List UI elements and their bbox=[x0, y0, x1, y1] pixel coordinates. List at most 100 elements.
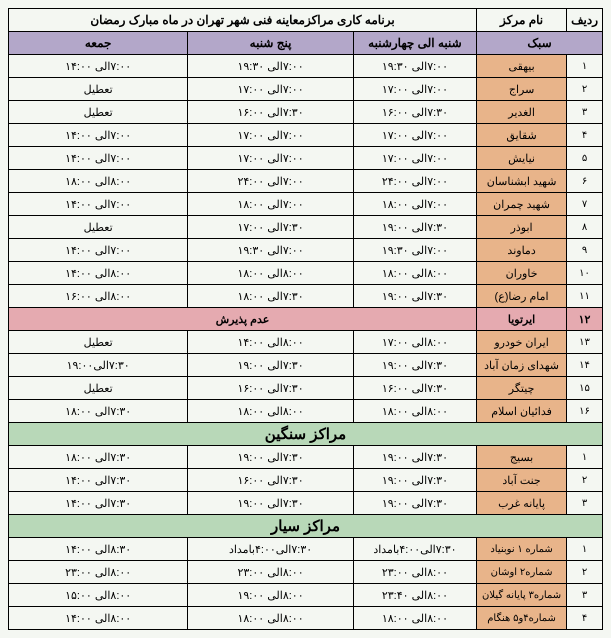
sched-thu: ۷:۰۰الی ۱۸:۰۰ bbox=[188, 193, 354, 216]
hdr-name: نام مرکز bbox=[477, 9, 567, 32]
row-n: ۶ bbox=[567, 170, 603, 193]
row-n: ۲ bbox=[567, 561, 603, 584]
row-n: ۱۲ bbox=[567, 308, 603, 331]
sched-fri: تعطیل bbox=[9, 78, 188, 101]
center-name: شهید ابشناسان bbox=[477, 170, 567, 193]
row-n: ۳ bbox=[567, 492, 603, 515]
center-name: امام رضا(ع) bbox=[477, 285, 567, 308]
section-heavy: مراکز سنگین bbox=[9, 423, 603, 446]
sched-fri: ۸:۳۰الی ۱۴:۰۰ bbox=[9, 538, 188, 561]
sched-thu: ۷:۰۰الی ۱۹:۳۰ bbox=[188, 55, 354, 78]
row-n: ۱۶ bbox=[567, 400, 603, 423]
center-name: شهید چمران bbox=[477, 193, 567, 216]
center-name: الغدیر bbox=[477, 101, 567, 124]
center-name: سراج bbox=[477, 78, 567, 101]
sched-thu: ۷:۳۰الی ۱۶:۰۰ bbox=[188, 377, 354, 400]
center-name: شماره۲ اوشان bbox=[477, 561, 567, 584]
sched-thu: ۷:۳۰الی۴:۰۰بامداد bbox=[188, 538, 354, 561]
sched-thu: ۸:۰۰الی ۲۳:۰۰ bbox=[188, 561, 354, 584]
sched-fri: ۸:۰۰الی ۲۳:۰۰ bbox=[9, 561, 188, 584]
sched-thu: ۷:۰۰الی ۱۹:۳۰ bbox=[188, 239, 354, 262]
center-name: خاوران bbox=[477, 262, 567, 285]
center-name: بیهقی bbox=[477, 55, 567, 78]
sched-fri: تعطیل bbox=[9, 216, 188, 239]
center-name: ایرتویا bbox=[477, 308, 567, 331]
sched-satwed: ۸:۰۰الی ۱۸:۰۰ bbox=[353, 400, 476, 423]
sched-fri: ۸:۰۰الی ۱۶:۰۰ bbox=[9, 285, 188, 308]
sched-thu: ۸:۰۰الی ۱۴:۰۰ bbox=[188, 331, 354, 354]
sched-satwed: ۷:۰۰الی ۱۹:۳۰ bbox=[353, 239, 476, 262]
no-accept: عدم پذیرش bbox=[9, 308, 477, 331]
sched-satwed: ۷:۳۰الی ۱۶:۰۰ bbox=[353, 377, 476, 400]
sched-satwed: ۷:۳۰الی ۱۹:۰۰ bbox=[353, 492, 476, 515]
sched-thu: ۸:۰۰الی ۱۸:۰۰ bbox=[188, 607, 354, 630]
center-name: شماره۴و۵ هنگام bbox=[477, 607, 567, 630]
sched-fri: ۷:۰۰الی ۱۴:۰۰ bbox=[9, 124, 188, 147]
row-n: ۱۱ bbox=[567, 285, 603, 308]
center-name: چیتگر bbox=[477, 377, 567, 400]
sched-satwed: ۷:۰۰الی ۱۹:۳۰ bbox=[353, 55, 476, 78]
sched-thu: ۷:۰۰الی ۱۷:۰۰ bbox=[188, 78, 354, 101]
sched-satwed: ۷:۰۰الی ۱۷:۰۰ bbox=[353, 147, 476, 170]
sched-thu: ۷:۳۰الی ۱۹:۰۰ bbox=[188, 446, 354, 469]
sched-satwed: ۷:۰۰الی ۱۸:۰۰ bbox=[353, 193, 476, 216]
sched-fri: ۷:۳۰الی ۱۸:۰۰ bbox=[9, 446, 188, 469]
row-n: ۴ bbox=[567, 124, 603, 147]
sched-satwed: ۸:۰۰الی ۱۷:۰۰ bbox=[353, 331, 476, 354]
sched-thu: ۷:۰۰الی ۱۷:۰۰ bbox=[188, 147, 354, 170]
sched-fri: ۷:۳۰الی ۱۴:۰۰ bbox=[9, 492, 188, 515]
section-mobile: مراکز سیار bbox=[9, 515, 603, 538]
row-n: ۳ bbox=[567, 101, 603, 124]
sched-thu: ۸:۰۰الی ۱۹:۰۰ bbox=[188, 584, 354, 607]
sched-fri: ۷:۰۰الی ۱۴:۰۰ bbox=[9, 193, 188, 216]
sched-satwed: ۸:۰۰الی ۱۸:۰۰ bbox=[353, 262, 476, 285]
row-n: ۱۵ bbox=[567, 377, 603, 400]
center-name: نیایش bbox=[477, 147, 567, 170]
sched-satwed: ۷:۳۰الی ۱۹:۰۰ bbox=[353, 446, 476, 469]
sched-fri: ۸:۰۰الی ۱۴:۰۰ bbox=[9, 607, 188, 630]
sched-fri: ۷:۰۰الی ۱۴:۰۰ bbox=[9, 239, 188, 262]
center-name: فدائیان اسلام bbox=[477, 400, 567, 423]
center-name: ابوذر bbox=[477, 216, 567, 239]
sched-thu: ۷:۳۰الی ۱۶:۰۰ bbox=[188, 101, 354, 124]
center-name: ایران خودرو bbox=[477, 331, 567, 354]
sched-satwed: ۷:۰۰الی ۲۴:۰۰ bbox=[353, 170, 476, 193]
row-n: ۱ bbox=[567, 538, 603, 561]
hdr-title: برنامه کاری مراکزمعاینه فنی شهر تهران در… bbox=[9, 9, 477, 32]
center-name: شهدای زمان آباد bbox=[477, 354, 567, 377]
center-name: شماره۳ پایانه گیلان bbox=[477, 584, 567, 607]
hdr-radif: ردیف bbox=[567, 9, 603, 32]
sched-satwed: ۸:۰۰الی ۱۸:۰۰ bbox=[353, 607, 476, 630]
center-name: پایانه غرب bbox=[477, 492, 567, 515]
row-n: ۱۳ bbox=[567, 331, 603, 354]
sched-fri: ۸:۰۰الی ۱۴:۰۰ bbox=[9, 262, 188, 285]
sched-thu: ۷:۳۰الی ۱۹:۰۰ bbox=[188, 354, 354, 377]
col-satwed: شنبه الی چهارشنبه bbox=[353, 32, 476, 55]
row-n: ۴ bbox=[567, 607, 603, 630]
sched-satwed: ۷:۳۰الی ۱۹:۰۰ bbox=[353, 469, 476, 492]
sched-fri: ۸:۰۰الی ۱۵:۰۰ bbox=[9, 584, 188, 607]
sched-fri: ۷:۳۰الی ۱۸:۰۰ bbox=[9, 400, 188, 423]
center-name: شماره ۱ نوبنیاد bbox=[477, 538, 567, 561]
sched-thu: ۷:۰۰الی ۱۷:۰۰ bbox=[188, 124, 354, 147]
sched-satwed: ۸:۰۰الی ۲۳:۴۰ bbox=[353, 584, 476, 607]
sched-fri: ۷:۳۰الی۱۹:۰۰ bbox=[9, 354, 188, 377]
sched-thu: ۷:۰۰الی ۲۴:۰۰ bbox=[188, 170, 354, 193]
sched-satwed: ۷:۳۰الی۴:۰۰بامداد bbox=[353, 538, 476, 561]
sched-satwed: ۷:۰۰الی ۱۷:۰۰ bbox=[353, 78, 476, 101]
schedule-table: ردیف نام مرکز برنامه کاری مراکزمعاینه فن… bbox=[8, 8, 603, 630]
sched-fri: تعطیل bbox=[9, 331, 188, 354]
row-n: ۷ bbox=[567, 193, 603, 216]
sched-thu: ۷:۳۰الی ۱۹:۰۰ bbox=[188, 492, 354, 515]
sched-satwed: ۷:۰۰الی ۱۷:۰۰ bbox=[353, 124, 476, 147]
row-n: ۱۴ bbox=[567, 354, 603, 377]
row-n: ۵ bbox=[567, 147, 603, 170]
sched-thu: ۷:۳۰الی ۱۸:۰۰ bbox=[188, 285, 354, 308]
sched-satwed: ۸:۰۰الی ۲۳:۰۰ bbox=[353, 561, 476, 584]
row-n: ۱۰ bbox=[567, 262, 603, 285]
sched-satwed: ۷:۳۰الی ۱۹:۰۰ bbox=[353, 354, 476, 377]
sched-fri: تعطیل bbox=[9, 377, 188, 400]
row-n: ۳ bbox=[567, 584, 603, 607]
row-n: ۸ bbox=[567, 216, 603, 239]
sched-satwed: ۷:۳۰الی ۱۹:۰۰ bbox=[353, 285, 476, 308]
